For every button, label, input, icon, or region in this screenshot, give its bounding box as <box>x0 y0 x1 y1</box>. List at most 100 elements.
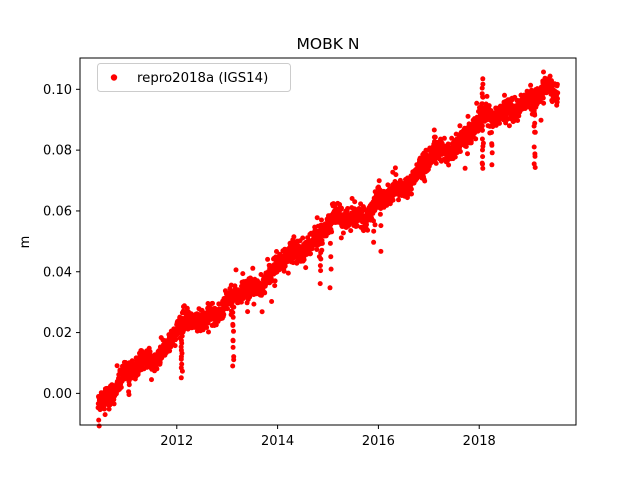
data-point <box>233 267 239 273</box>
data-point <box>497 120 502 126</box>
data-point <box>433 160 439 166</box>
legend: repro2018a (IGS14) <box>97 63 291 92</box>
data-point <box>378 248 384 254</box>
data-point <box>318 256 324 262</box>
data-point <box>486 103 492 109</box>
data-point <box>269 299 275 304</box>
data-point <box>365 227 371 233</box>
data-point <box>314 247 320 252</box>
data-point <box>479 160 485 166</box>
data-point <box>372 222 378 228</box>
data-point <box>101 406 107 412</box>
data-point <box>126 382 132 388</box>
data-point <box>541 69 546 75</box>
data-point <box>308 251 313 257</box>
data-point <box>457 123 463 129</box>
data-point <box>465 113 471 119</box>
data-point <box>231 328 236 334</box>
data-point <box>319 217 324 223</box>
data-point <box>479 136 485 142</box>
data-point <box>328 266 334 272</box>
data-point <box>126 392 132 398</box>
data-point <box>340 230 346 236</box>
data-point <box>480 81 486 87</box>
data-point <box>445 141 451 147</box>
data-point <box>364 222 369 228</box>
x-tick-label: 2018 <box>463 434 496 449</box>
data-point <box>371 228 377 234</box>
data-point <box>240 271 246 277</box>
data-point <box>354 223 360 229</box>
data-point <box>225 306 230 312</box>
data-point <box>432 140 438 146</box>
data-point <box>178 375 184 381</box>
data-point <box>291 234 297 240</box>
data-point <box>376 178 382 184</box>
data-point <box>555 90 561 96</box>
data-point <box>541 100 547 106</box>
data-point <box>282 263 288 269</box>
data-point <box>452 154 458 160</box>
data-point <box>473 136 479 142</box>
data-point <box>210 300 215 306</box>
data-point <box>390 197 396 203</box>
data-point <box>167 348 173 354</box>
data-point <box>179 361 185 367</box>
data-point <box>230 363 236 369</box>
data-point <box>111 401 117 407</box>
data-point <box>378 206 384 211</box>
data-point <box>285 270 291 276</box>
data-point <box>431 127 437 133</box>
data-point <box>538 117 544 123</box>
data-point <box>549 78 554 84</box>
data-point <box>172 343 178 349</box>
data-point <box>515 118 521 123</box>
data-point <box>484 93 490 99</box>
data-point <box>173 336 179 342</box>
data-point <box>371 218 376 224</box>
data-point <box>149 377 154 383</box>
data-point <box>317 241 323 247</box>
data-point <box>463 144 469 149</box>
data-point <box>370 210 376 216</box>
y-tick-label: 0.06 <box>43 204 72 219</box>
data-point <box>204 325 210 330</box>
data-point <box>317 263 323 269</box>
data-point <box>489 142 495 148</box>
data-point <box>118 384 124 390</box>
data-point <box>408 186 414 192</box>
data-point <box>328 254 334 260</box>
data-point <box>532 165 538 170</box>
data-point <box>96 417 102 423</box>
data-point <box>231 304 237 310</box>
data-point <box>479 101 485 107</box>
data-point <box>314 215 320 221</box>
data-point <box>147 349 153 355</box>
data-point <box>480 154 486 160</box>
data-point <box>540 95 546 101</box>
data-point <box>328 227 334 232</box>
data-point <box>154 366 160 372</box>
data-point <box>531 144 537 150</box>
data-point <box>126 377 132 383</box>
data-point <box>106 406 112 412</box>
data-point <box>479 123 485 129</box>
data-point <box>221 312 227 317</box>
y-tick-label: 0.02 <box>43 326 72 341</box>
data-point <box>468 138 474 144</box>
data-point <box>265 256 271 262</box>
data-point <box>96 423 102 429</box>
data-point <box>102 412 108 418</box>
data-point <box>272 283 278 289</box>
data-point <box>385 182 391 188</box>
data-point <box>230 310 236 315</box>
data-point <box>489 122 495 128</box>
data-point <box>259 309 265 315</box>
data-point <box>327 285 333 291</box>
data-point <box>338 235 344 241</box>
data-point <box>300 235 306 241</box>
data-point <box>250 265 256 271</box>
data-point <box>489 162 495 168</box>
data-point <box>230 344 236 350</box>
